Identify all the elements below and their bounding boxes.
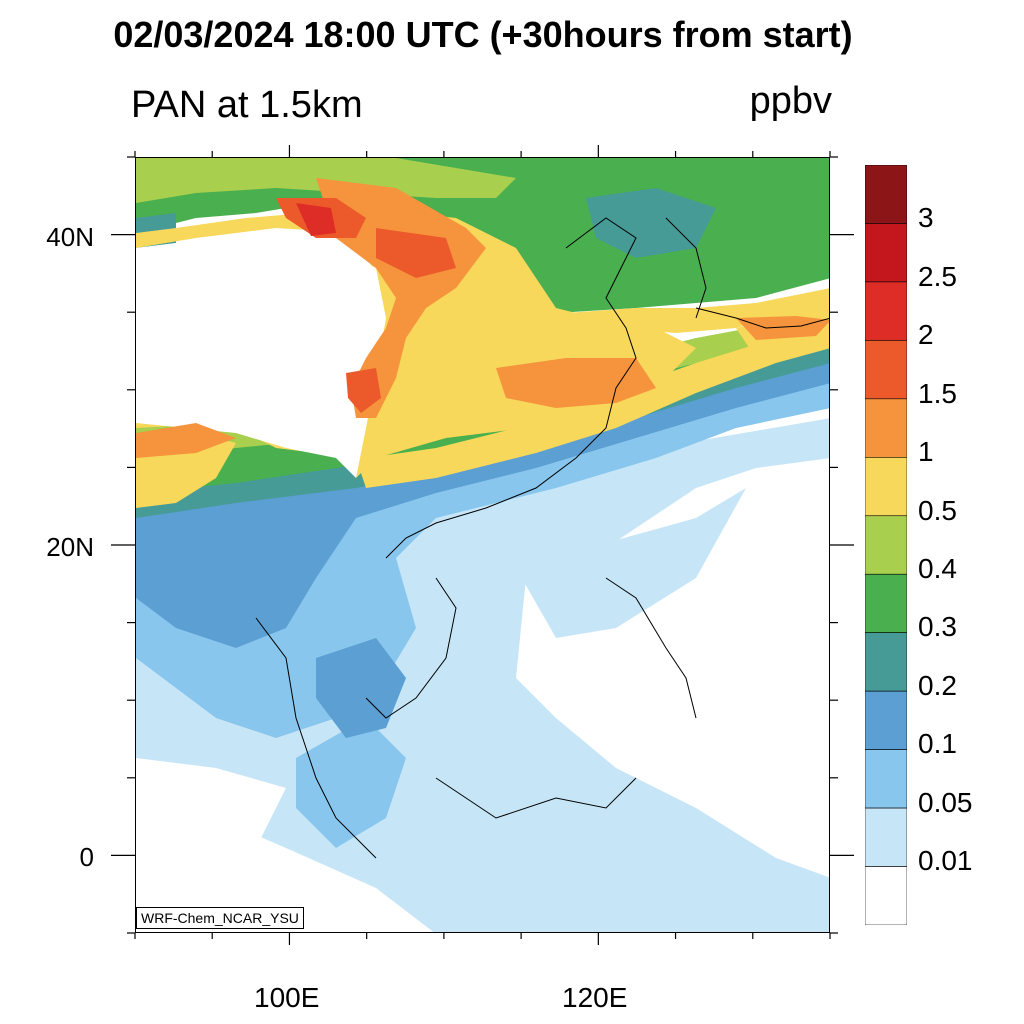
field-1-5-b <box>376 228 456 278</box>
colorbar-label: 0.3 <box>918 611 957 643</box>
colorbar-label: 2 <box>918 319 934 351</box>
colorbar-swatch <box>864 515 908 575</box>
colorbar-swatch <box>864 281 908 341</box>
colorbar-swatch <box>864 632 908 692</box>
colorbar-swatch <box>864 398 908 458</box>
colorbar-label: 0.01 <box>918 845 973 877</box>
field-gap <box>136 758 286 848</box>
field-blank-interior <box>136 233 386 478</box>
field-0-05 <box>136 373 829 738</box>
field-0-2 <box>136 343 829 518</box>
concentration-field <box>136 158 829 932</box>
colorbar-label: 1.5 <box>918 377 957 409</box>
model-credit: WRF-Chem_NCAR_YSU <box>136 907 304 929</box>
field-1-0-west <box>136 423 236 458</box>
field-0-1-mekong <box>316 638 406 738</box>
colorbar <box>864 164 908 926</box>
colorbar-label: 0.1 <box>918 728 957 760</box>
colorbar-swatch <box>864 749 908 809</box>
colorbar-label: 2.5 <box>918 260 957 292</box>
field-1-5-c <box>346 368 381 413</box>
lat-tick-label-40n: 40N <box>46 222 94 252</box>
colorbar-swatch <box>864 690 908 750</box>
lon-tick-label-120e: 120E <box>562 982 628 1013</box>
field-0-1 <box>136 358 829 648</box>
colorbar-swatch <box>864 457 908 517</box>
colorbar-swatch <box>864 573 908 633</box>
unit-label: ppbv <box>749 80 832 122</box>
lat-tick-label-20n: 20N <box>46 532 94 562</box>
colorbar-swatch <box>864 866 908 926</box>
field-1-0-japan <box>736 316 829 340</box>
field-0-05-south <box>296 718 406 848</box>
colorbar-swatches <box>864 164 908 926</box>
lat-tick-label-0: 0 <box>79 842 94 872</box>
coastlines <box>255 217 829 859</box>
colorbar-label: 0.05 <box>918 786 973 818</box>
colorbar-swatch <box>864 164 908 224</box>
colorbar-label: 3 <box>918 202 934 234</box>
variable-label: PAN at 1.5km <box>131 84 363 126</box>
field-1-0-east <box>496 358 656 408</box>
colorbar-label: 0.4 <box>918 553 957 584</box>
field-north-0-2 <box>586 188 716 258</box>
colorbar-label: 1 <box>918 436 934 468</box>
field-2-0 <box>296 203 336 236</box>
map-title: 02/03/2024 18:00 UTC (+30hours from star… <box>113 14 853 55</box>
map-panel <box>135 157 830 933</box>
colorbar-label: 0.5 <box>918 494 957 526</box>
lon-tick-label-100e: 100E <box>254 982 320 1013</box>
colorbar-label: 0.2 <box>918 669 957 701</box>
colorbar-swatch <box>864 223 908 283</box>
colorbar-swatch <box>864 807 908 867</box>
field-sea-0-01 <box>516 488 746 638</box>
colorbar-swatch <box>864 340 908 400</box>
